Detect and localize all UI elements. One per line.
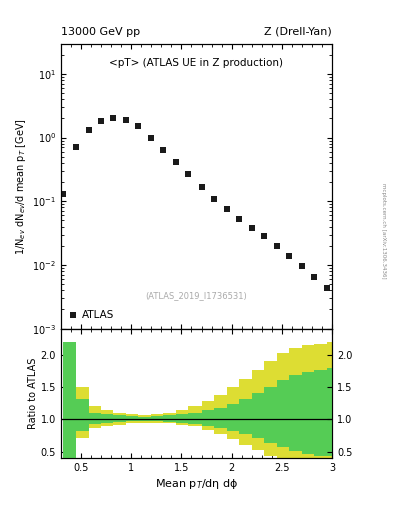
Y-axis label: 1/N$_{ev}$ dN$_{ev}$/d mean p$_T$ [GeV]: 1/N$_{ev}$ dN$_{ev}$/d mean p$_T$ [GeV]	[14, 118, 28, 254]
Bar	[63, 342, 76, 458]
Bar	[63, 342, 76, 458]
Bar	[163, 415, 176, 422]
Bar	[302, 346, 314, 466]
Bar	[89, 413, 101, 424]
Bar	[302, 372, 314, 454]
Bar	[277, 353, 289, 460]
Bar	[113, 413, 126, 424]
Bar	[76, 387, 89, 437]
Text: Z (Drell-Yan): Z (Drell-Yan)	[264, 27, 332, 37]
Y-axis label: Ratio to ATLAS: Ratio to ATLAS	[28, 358, 38, 429]
Bar	[189, 413, 202, 424]
Bar	[138, 415, 151, 422]
Bar	[227, 404, 239, 431]
Bar	[252, 393, 264, 438]
Bar	[151, 414, 163, 422]
Bar	[264, 387, 277, 443]
X-axis label: Mean p$_{T}$/dη dϕ: Mean p$_{T}$/dη dϕ	[155, 477, 238, 492]
Bar	[101, 410, 113, 426]
Bar	[126, 416, 138, 421]
Bar	[202, 410, 213, 426]
Bar	[239, 379, 252, 444]
Bar	[239, 399, 252, 434]
Bar	[289, 348, 302, 464]
Bar	[252, 370, 264, 451]
Bar	[163, 413, 176, 423]
Bar	[213, 408, 227, 428]
Text: mcplots.cern.ch [arXiv:1306.3436]: mcplots.cern.ch [arXiv:1306.3436]	[381, 183, 386, 278]
Bar	[176, 410, 189, 424]
Bar	[227, 387, 239, 439]
Bar	[101, 414, 113, 422]
Bar	[176, 414, 189, 422]
Bar	[289, 375, 302, 451]
Bar	[89, 407, 101, 428]
Bar	[138, 417, 151, 421]
Bar	[126, 414, 138, 423]
Bar	[327, 342, 339, 468]
Bar	[76, 399, 89, 431]
Bar	[277, 380, 289, 447]
Bar	[327, 368, 339, 456]
Bar	[213, 395, 227, 434]
Bar	[189, 407, 202, 426]
Text: <pT> (ATLAS UE in Z production): <pT> (ATLAS UE in Z production)	[110, 58, 283, 68]
Bar	[314, 370, 327, 456]
Text: (ATLAS_2019_I1736531): (ATLAS_2019_I1736531)	[146, 291, 247, 300]
Bar	[151, 416, 163, 421]
Bar	[113, 415, 126, 422]
Text: 13000 GeV pp: 13000 GeV pp	[61, 27, 140, 37]
Bar	[202, 401, 213, 430]
Legend: ATLAS: ATLAS	[66, 307, 117, 324]
Bar	[264, 361, 277, 456]
Bar	[314, 344, 327, 468]
